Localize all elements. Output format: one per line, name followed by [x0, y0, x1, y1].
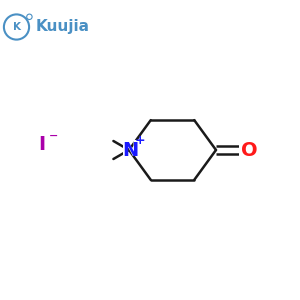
Text: N: N: [122, 140, 139, 160]
Text: K: K: [13, 22, 20, 32]
Text: I: I: [38, 134, 46, 154]
Text: Kuujia: Kuujia: [36, 20, 90, 34]
Text: N: N: [121, 140, 140, 160]
Text: +: +: [135, 134, 146, 147]
Text: O: O: [241, 140, 257, 160]
Text: −: −: [49, 130, 58, 141]
